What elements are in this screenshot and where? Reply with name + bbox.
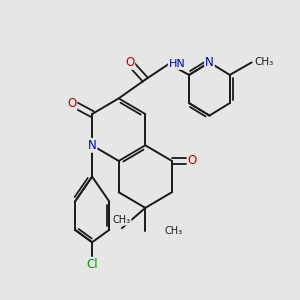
Text: O: O: [188, 154, 197, 167]
Text: N: N: [205, 56, 214, 69]
Text: CH₃: CH₃: [255, 57, 274, 68]
Text: HN: HN: [169, 59, 185, 69]
Text: CH₃: CH₃: [164, 226, 182, 236]
Text: N: N: [88, 139, 97, 152]
Text: O: O: [67, 97, 76, 110]
Text: Cl: Cl: [86, 258, 98, 271]
Text: O: O: [125, 56, 134, 69]
Text: CH₃: CH₃: [113, 215, 131, 225]
